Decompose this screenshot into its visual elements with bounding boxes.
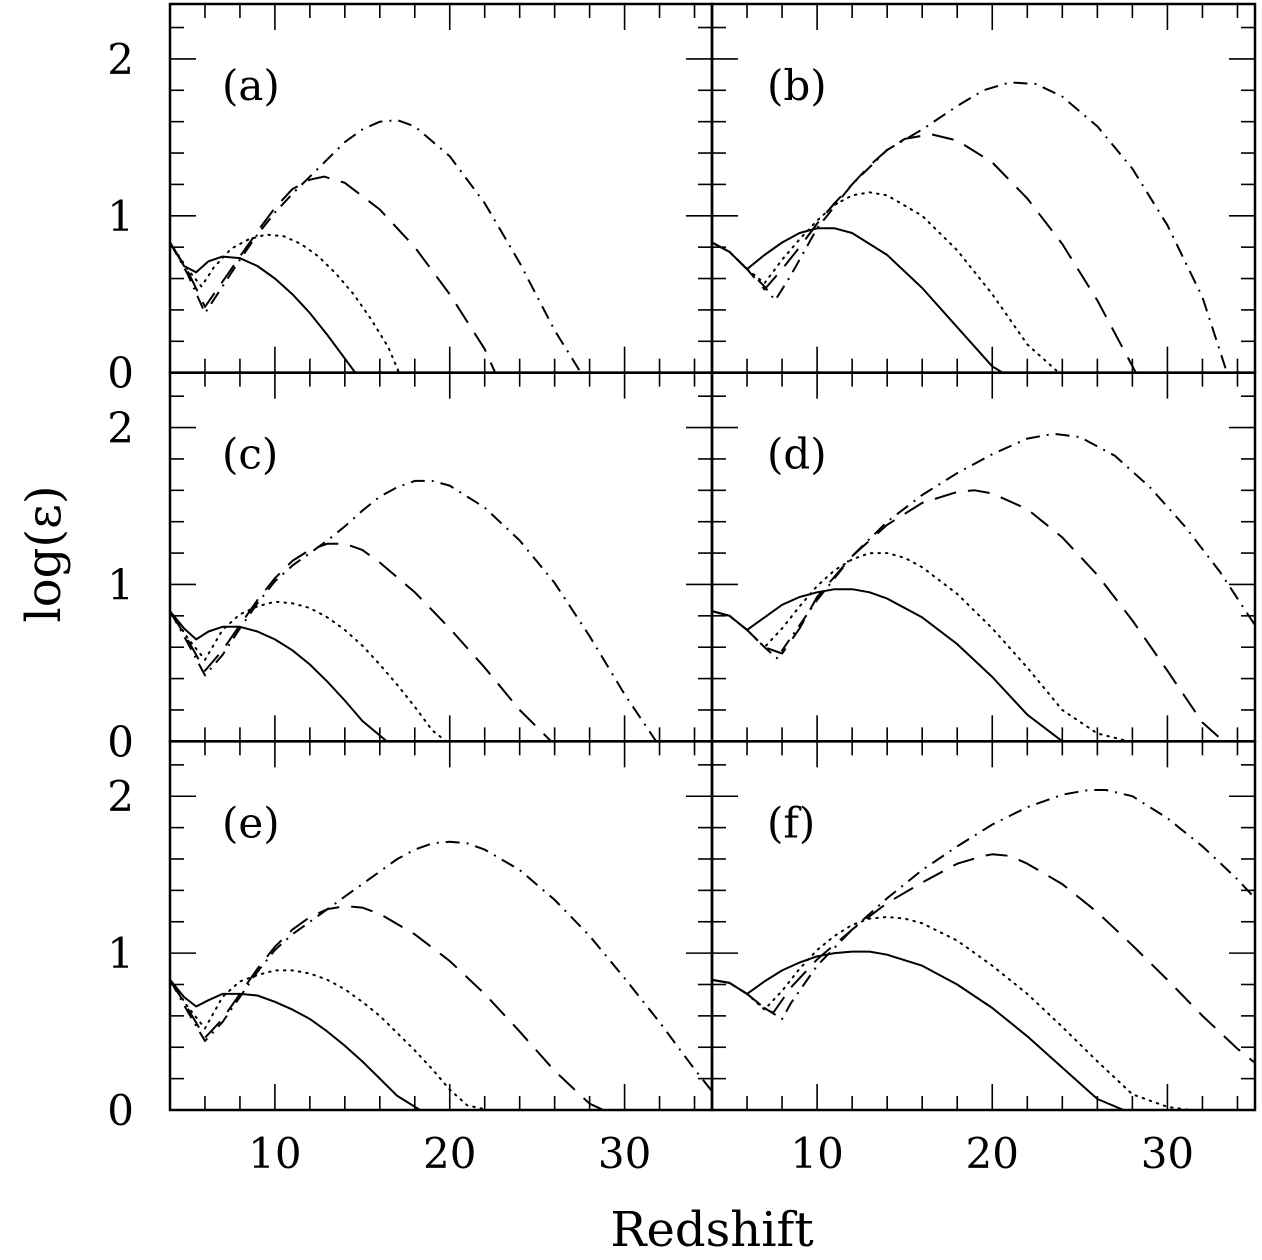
panel-frame [168, 740, 714, 1112]
series-line-dashdot [170, 119, 582, 373]
series-line-solid [170, 979, 421, 1110]
panel-b: (b) [710, 2, 1257, 374]
y-tick-label: 2 [107, 772, 134, 821]
series-line-dashed [712, 489, 1225, 742]
panel-frame [710, 740, 1257, 1112]
panel-label: (d) [767, 430, 827, 479]
y-tick-label: 0 [107, 1086, 134, 1135]
panel-frame [710, 2, 1257, 374]
series-line-dashed [170, 905, 605, 1110]
panel-frame [710, 371, 1257, 743]
panel-label: (a) [222, 61, 280, 110]
series-line-dashdot [712, 81, 1228, 373]
series-line-solid [712, 950, 1124, 1110]
x-tick-label: 20 [423, 1129, 476, 1178]
panel-d: (d) [710, 371, 1257, 743]
panel-c: 0 1 2 (c) [107, 371, 714, 766]
series-line-dashdot [170, 840, 712, 1092]
panel-frame [168, 371, 714, 743]
x-tick-label: 30 [598, 1129, 651, 1178]
series-line-dashed [170, 542, 552, 742]
series-line-dotted [170, 233, 400, 373]
series-line-dashed [170, 175, 497, 373]
series-line-dashed [712, 133, 1137, 373]
y-tick-label: 1 [107, 560, 134, 609]
x-tick-label: 20 [966, 1129, 1019, 1178]
series-line-dotted [170, 600, 448, 742]
y-tick-label: 0 [107, 717, 134, 766]
x-tick-label: 30 [1141, 1129, 1194, 1178]
y-axis-label: log(ε) [16, 485, 72, 622]
panel-label: (e) [222, 798, 280, 847]
x-tick-label: 10 [248, 1129, 301, 1178]
y-tick-label: 1 [107, 929, 134, 978]
series-line-solid [712, 588, 1063, 742]
series-line-solid [170, 241, 357, 373]
series-line-solid [170, 610, 388, 742]
panel-label: (f) [767, 798, 815, 847]
x-axis-label: Redshift [610, 1202, 813, 1258]
series-line-dotted [712, 552, 1130, 742]
series-line-dotted [712, 191, 1060, 373]
series-line-dashed [712, 853, 1255, 1064]
panel-a: 0 1 2 (a) [107, 2, 714, 398]
panel-f: 10 20 30 (f) [710, 740, 1257, 1178]
x-tick-label: 10 [790, 1129, 843, 1178]
y-tick-label: 1 [107, 192, 134, 241]
y-tick-label: 2 [107, 35, 134, 84]
series-line-dotted [712, 916, 1192, 1110]
series-line-dotted [170, 969, 490, 1110]
panel-frame [168, 2, 714, 374]
y-tick-label: 0 [107, 349, 134, 398]
series-line-solid [712, 227, 1004, 373]
series-line-dashdot [712, 789, 1255, 1020]
series-line-dashdot [170, 479, 657, 742]
series-line-dashdot [712, 432, 1255, 660]
panel-label: (c) [222, 430, 278, 479]
panel-e: 0 1 2 10 20 30 (e) [107, 740, 714, 1178]
y-tick-label: 2 [107, 404, 134, 453]
panels-group: 0 1 2 (a) (b) 0 1 2 (c) (d) 0 1 2 10 20 30 (e) 10 20 30 (f) [107, 2, 1257, 1178]
panel-label: (b) [767, 61, 827, 110]
